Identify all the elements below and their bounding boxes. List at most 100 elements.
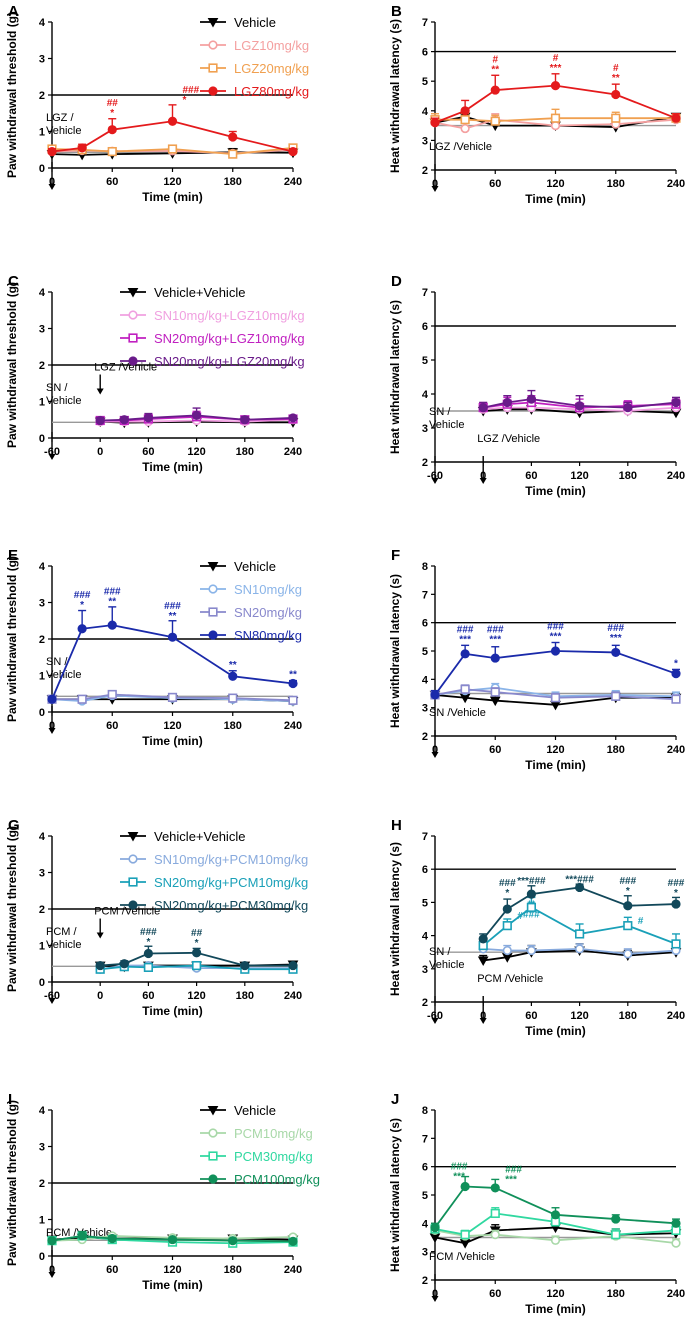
y-tick-label: 7 [422, 1133, 428, 1145]
arrow-label: SN / [46, 656, 68, 668]
arrow-head [96, 932, 104, 939]
panel-label: D [391, 273, 402, 290]
x-tick-label: 240 [667, 178, 685, 190]
significance-mark: ### [523, 909, 540, 920]
y-tick-label: 5 [422, 897, 428, 909]
y-tick-label: 7 [422, 17, 428, 29]
legend-label: Vehicle [234, 15, 276, 30]
data-point [611, 647, 621, 658]
x-tick-label: 180 [224, 1264, 242, 1276]
y-axis-label: Heat withdrawal latency (s) [388, 1118, 402, 1272]
significance-mark: * [505, 888, 509, 899]
y-tick-label: 3 [422, 135, 428, 147]
series-line [51, 1235, 294, 1242]
y-tick-label: 2 [422, 457, 428, 469]
significance-mark: ### [183, 85, 200, 96]
y-tick-label: 3 [39, 598, 45, 610]
y-tick-label: 6 [422, 47, 428, 59]
data-point [574, 401, 585, 411]
panel-f: F2345678060120180240Time (min)Heat withd… [388, 547, 685, 772]
data-point [95, 415, 105, 426]
legend-label: SN10mg/kg+LGZ10mg/kg [154, 308, 305, 323]
data-point [459, 1239, 471, 1249]
panel-label: F [391, 547, 400, 564]
series-line [483, 949, 677, 962]
legend: Vehicle+Vehicle SN10mg/kg+PCM10mg/kg SN20m… [120, 829, 308, 913]
series-line [51, 120, 294, 153]
significance-mark: ### [619, 876, 636, 887]
y-tick-label: 6 [422, 618, 428, 630]
data-point [77, 1231, 87, 1241]
y-tick-label: 3 [422, 1247, 428, 1259]
series-pcm100mg-kg [430, 1175, 681, 1233]
significance-mark: * [674, 888, 678, 899]
data-point [550, 81, 561, 91]
legend-marker [127, 288, 139, 298]
y-tick-label: 2 [422, 165, 428, 177]
y-tick-label: 3 [39, 54, 45, 66]
significance-mark: ### [74, 590, 91, 601]
significance-mark: ** [528, 899, 536, 910]
significance-mark: ### [104, 586, 121, 597]
y-axis-label: Paw withdrawal threshold (g) [5, 282, 19, 448]
data-point [143, 962, 154, 972]
data-point [192, 960, 202, 971]
x-tick-label: 60 [142, 446, 154, 458]
series-lgz20mg-kg [47, 143, 298, 159]
y-tick-label: 3 [422, 703, 428, 715]
significance-mark: ***### [565, 874, 594, 885]
data-point [611, 89, 621, 100]
y-tick-label: 4 [39, 1105, 46, 1117]
x-tick-label: 240 [667, 470, 685, 482]
series-lgz80mg-kg [430, 73, 681, 128]
data-point [502, 921, 512, 931]
legend: Vehicle PCM10mg/kg PCM30mg/kg PCM100mg/kg [200, 1103, 320, 1187]
data-point [526, 394, 537, 404]
series-line [434, 694, 676, 706]
data-point [489, 696, 501, 707]
panel-label: E [8, 547, 18, 564]
x-axis-label: Time (min) [525, 758, 585, 772]
series-line [434, 686, 677, 698]
legend-label: PCM30mg/kg [234, 1149, 313, 1164]
series-sn20mg-kg-pcm30mg-kg [478, 882, 681, 944]
data-point [288, 146, 298, 157]
data-point [671, 113, 681, 123]
y-tick-label: 1 [39, 671, 45, 683]
arrow-head [48, 998, 56, 1004]
data-point [240, 415, 250, 425]
data-point [288, 960, 298, 971]
arrow-label: PCM / [46, 926, 78, 938]
y-tick-label: 4 [422, 389, 429, 401]
y-tick-label: 1 [39, 397, 45, 409]
y-tick-label: 0 [39, 433, 45, 445]
arrow-label: Vehicle [46, 669, 81, 681]
significance-mark: * [110, 108, 114, 119]
arrow-head [431, 752, 439, 758]
x-tick-label: 240 [667, 1010, 685, 1022]
legend-marker [208, 1128, 218, 1138]
y-tick-label: 3 [39, 868, 45, 880]
data-point [107, 125, 117, 135]
x-tick-label: 180 [619, 470, 637, 482]
legend-label: Vehicle [234, 559, 276, 574]
significance-mark: ## [191, 928, 203, 939]
data-point [526, 889, 537, 899]
legend-marker [208, 630, 218, 640]
arrow-label: PCM /Vehicle [94, 906, 160, 918]
y-tick-label: 1 [39, 127, 45, 139]
data-point [574, 944, 585, 954]
series-line [434, 118, 677, 130]
data-point [671, 899, 681, 909]
data-point [611, 113, 621, 123]
significance-mark: *** [459, 635, 471, 646]
y-axis-label: Paw withdrawal threshold (g) [5, 826, 19, 992]
significance-mark: *** [550, 632, 562, 643]
data-point [490, 1208, 500, 1219]
data-point [490, 1230, 500, 1240]
legend-marker [208, 607, 218, 617]
data-point [574, 929, 585, 939]
legend-label: SN80mg/kg [234, 628, 302, 643]
significance-mark: # [613, 63, 619, 74]
